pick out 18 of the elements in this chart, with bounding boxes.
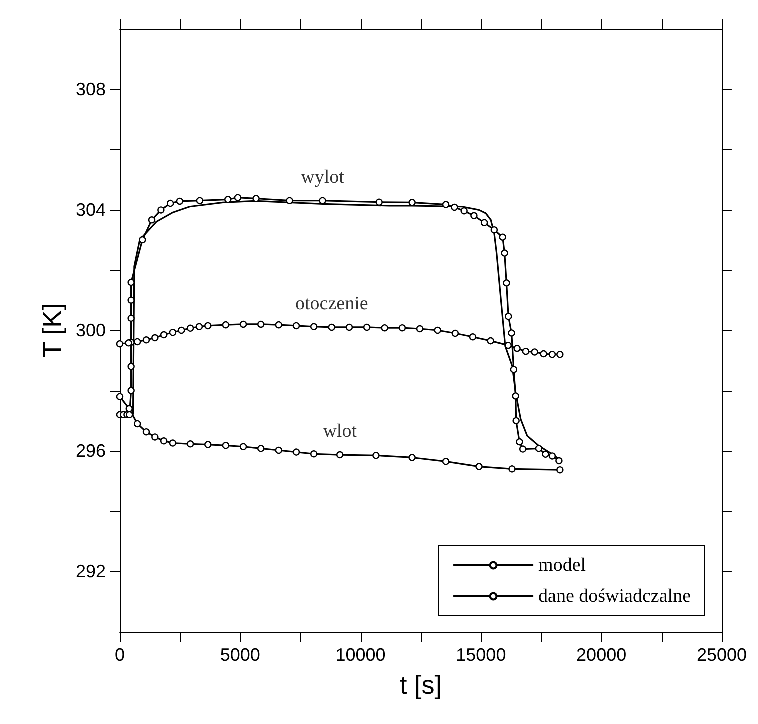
x-tick-label: 0 xyxy=(114,645,126,665)
legend-label: dane doświadczalne xyxy=(538,586,692,607)
y-tick-label: 308 xyxy=(76,79,106,100)
annotation: wylot xyxy=(301,166,346,188)
y-tick-label: 304 xyxy=(76,200,106,220)
x-tick-label: 10000 xyxy=(336,645,386,665)
x-tick-label: 25000 xyxy=(696,645,748,665)
y-tick-label: 296 xyxy=(76,441,106,462)
x-tick-label: 5000 xyxy=(220,645,260,665)
x-tick-label: 15000 xyxy=(456,645,506,665)
y-tick-label: 300 xyxy=(76,320,106,340)
y-tick-label: 292 xyxy=(76,562,106,582)
legend-label: model xyxy=(538,555,586,576)
x-axis-title: t [s] xyxy=(400,670,442,700)
x-tick-label: 20000 xyxy=(576,645,627,665)
y-axis-title: T [K] xyxy=(37,303,68,358)
annotation: otoczenie xyxy=(295,293,368,314)
annotation: wlot xyxy=(323,421,358,442)
